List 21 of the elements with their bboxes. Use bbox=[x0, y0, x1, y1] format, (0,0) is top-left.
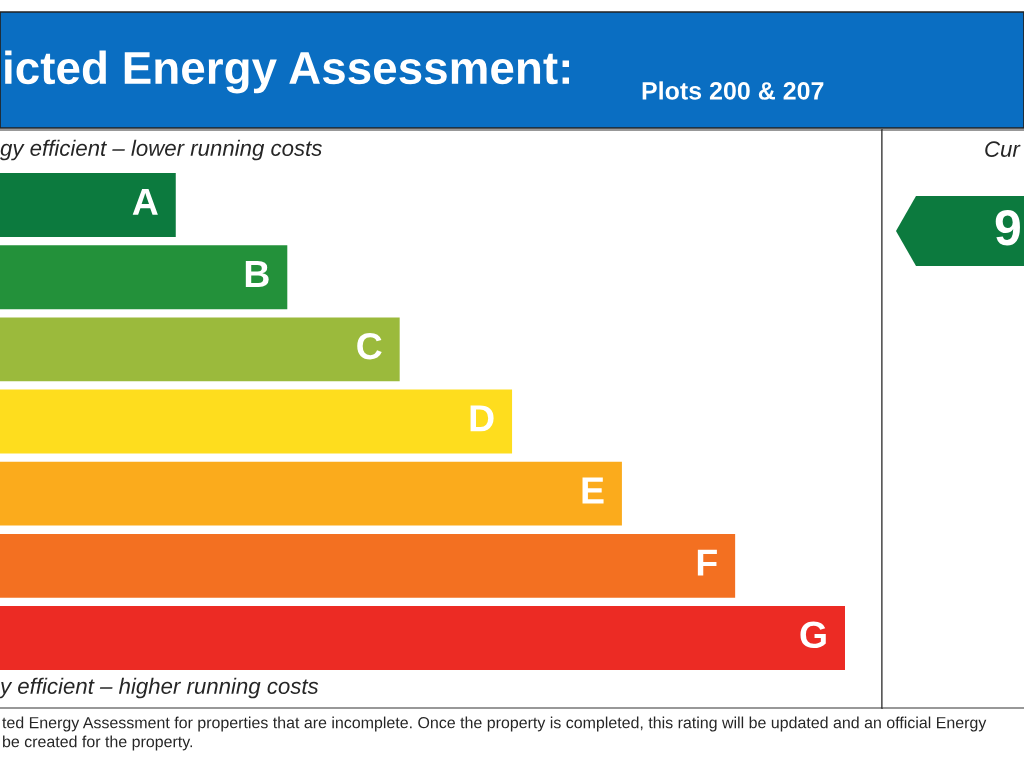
bar bbox=[0, 606, 845, 670]
bar bbox=[0, 389, 513, 454]
bar bbox=[0, 317, 400, 382]
bar bbox=[0, 173, 176, 237]
bar bbox=[0, 461, 622, 526]
text: 9 bbox=[995, 210, 1020, 246]
y-tick-label: G bbox=[800, 621, 826, 649]
text: be created for the property. bbox=[3, 735, 193, 751]
bar bbox=[0, 533, 736, 598]
y-tick-label: B bbox=[245, 261, 269, 287]
text: Cur bbox=[985, 141, 1021, 157]
chart-subtitle: Plots 200 & 207 bbox=[642, 81, 824, 100]
bar bbox=[0, 245, 288, 310]
y-tick-label: F bbox=[697, 549, 717, 576]
text: ted Energy Assessment for properties that are incomplete. Once the property is completed, this rating will be updated and an official Energy bbox=[2, 716, 987, 732]
text: gy efficient – lower running costs bbox=[0, 139, 322, 161]
y-tick-label: D bbox=[470, 405, 494, 432]
chart-title: icted Energy Assessment: bbox=[5, 50, 570, 94]
y-tick-label: A bbox=[132, 188, 158, 215]
y-tick-label: C bbox=[357, 332, 382, 360]
y-tick-label: E bbox=[582, 477, 604, 504]
